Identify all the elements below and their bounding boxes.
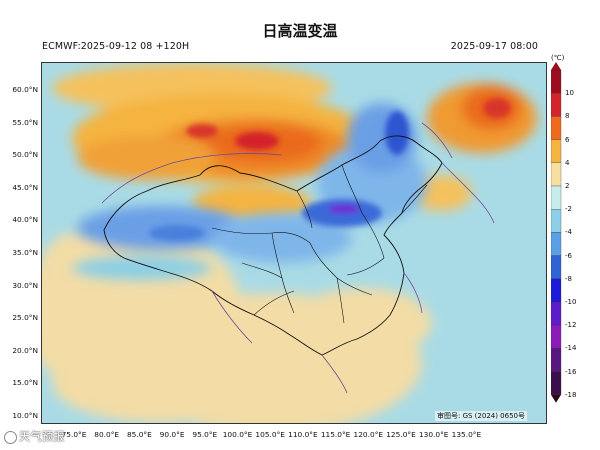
lat-tick-label: 15.0°N [12, 378, 38, 388]
country-boundary [103, 135, 443, 356]
colorbar-segment [551, 301, 562, 326]
colorbar-level-label: -8 [565, 274, 572, 283]
colorbar-level-label: -16 [565, 367, 577, 376]
lon-tick-label: 130.0°E [418, 430, 449, 439]
colorbar-level-label: -4 [565, 228, 572, 237]
lon-tick-label: 80.0°E [94, 430, 120, 439]
colorbar-segment [551, 209, 562, 233]
map-review-number: 审图号: GS (2024) 0650号 [435, 411, 527, 421]
valid-time: 2025-09-17 08:00 [450, 41, 538, 52]
watermark-camera-icon [4, 430, 17, 444]
colorbar-level-label: 8 [565, 112, 570, 121]
colorbar-segment [551, 93, 562, 117]
colorbar-segment [551, 325, 562, 349]
lat-tick-label: 55.0°N [12, 117, 38, 127]
neighbour-boundaries [101, 122, 495, 394]
lon-tick-label: 135.0°E [451, 430, 482, 439]
deep-cold-layer [149, 111, 409, 241]
province-boundaries [211, 164, 428, 324]
lon-tick-label: 95.0°E [192, 430, 218, 439]
warm-anomaly-layer [42, 63, 537, 423]
colorbar-segment [551, 162, 562, 187]
colorbar-level-label: -10 [565, 298, 577, 306]
watermark: 天气预报 [4, 428, 65, 444]
colorbar-level-label: -18 [565, 390, 577, 399]
colorbar-segment [551, 69, 562, 94]
lat-tick-label: 25.0°N [12, 313, 38, 323]
watermark-text: 天气预报 [19, 430, 65, 443]
colorbar-level-label: 4 [565, 158, 570, 167]
map-panel [41, 62, 547, 424]
colorbar-bottom-extension [551, 394, 561, 403]
lon-tick-label: 75.0°E [61, 430, 87, 439]
colorbar-segment [551, 348, 562, 372]
lat-tick-label: 45.0°N [12, 182, 38, 192]
colorbar-segment [551, 371, 562, 395]
lon-tick-label: 110.0°E [288, 430, 318, 439]
model-init-time: ECMWF:2025-09-12 08 +120H [42, 41, 190, 52]
lat-tick-label: 30.0°N [12, 280, 38, 290]
lon-tick-label: 100.0°E [222, 430, 253, 439]
lon-tick-label: 115.0°E [320, 430, 351, 439]
page-title: 日高温变温 [262, 22, 338, 40]
colorbar-segment [551, 139, 562, 163]
colorbar-segment [551, 278, 562, 303]
lat-tick-label: 60.0°N [12, 85, 38, 94]
colorbar-segment [551, 255, 562, 279]
lon-tick-label: 85.0°E [126, 430, 152, 439]
colorbar-level-label: 2 [565, 182, 570, 190]
colorbar-segment [551, 232, 562, 256]
colorbar-segment [551, 116, 562, 140]
lon-tick-label: 125.0°E [386, 430, 416, 439]
colorbar-segment [551, 185, 562, 210]
colorbar-level-label: -12 [565, 321, 577, 330]
colorbar-unit: (℃) [551, 54, 565, 62]
lat-tick-label: 40.0°N [12, 215, 38, 225]
lat-tick-label: 50.0°N [12, 150, 38, 160]
lat-tick-label: 20.0°N [12, 345, 38, 355]
colorbar-level-label: -6 [565, 251, 572, 260]
colorbar-top-extension [551, 62, 561, 70]
lon-tick-label: 105.0°E [255, 430, 285, 439]
lat-tick-label: 10.0°N [12, 411, 38, 420]
colorbar-level-label: -2 [565, 205, 572, 214]
colorbar-level-label: -14 [565, 344, 577, 353]
colorbar-level-label: 6 [565, 135, 570, 144]
lon-tick-label: 120.0°E [353, 430, 384, 439]
temperature-change-map [42, 63, 546, 423]
colorbar-level-label: 10 [565, 89, 574, 98]
lon-tick-label: 90.0°E [159, 430, 185, 439]
hot-core-layer [186, 98, 511, 150]
colorbar [551, 62, 562, 403]
lat-tick-label: 35.0°N [12, 248, 38, 257]
